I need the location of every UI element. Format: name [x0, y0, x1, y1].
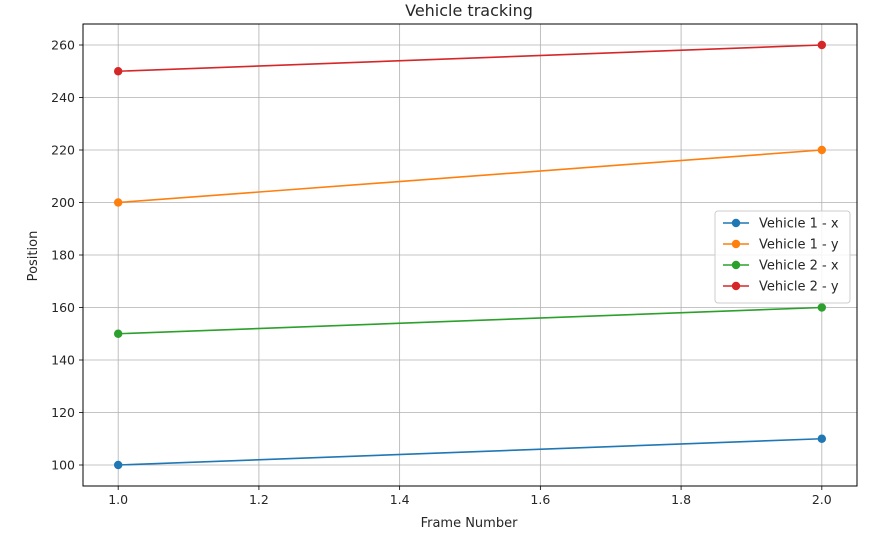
- data-point: [113, 460, 123, 470]
- y-tick-label: 120: [51, 405, 75, 420]
- legend-swatch-marker: [731, 218, 741, 228]
- x-tick-label: 2.0: [812, 492, 832, 507]
- series-line: [118, 306, 822, 335]
- series-line: [118, 149, 822, 204]
- y-tick-label: 200: [51, 195, 75, 210]
- x-tick-label: 1.4: [390, 492, 410, 507]
- legend-label: Vehicle 2 - x: [759, 259, 839, 274]
- y-tick-label: 140: [51, 353, 75, 368]
- plot-series: [113, 40, 827, 470]
- data-point: [113, 329, 123, 338]
- y-tick-label: 180: [51, 248, 75, 263]
- x-axis-title: Frame Number: [421, 516, 519, 531]
- y-axis-ticks: 100 120 140 160 180 200 220 240 260: [51, 38, 83, 473]
- legend-label: Vehicle 2 - y: [759, 280, 839, 295]
- legend-swatch-marker: [731, 281, 741, 291]
- y-tick-label: 100: [51, 458, 75, 473]
- legend-label: Vehicle 1 - y: [759, 238, 839, 253]
- data-point: [113, 198, 123, 207]
- legend-label: Vehicle 1 - x: [759, 217, 839, 232]
- legend-swatch-marker: [731, 260, 741, 270]
- legend: Vehicle 1 - x Vehicle 1 - y Vehicle 2 - x V…: [714, 210, 851, 304]
- data-point: [817, 434, 827, 443]
- data-point: [817, 145, 827, 155]
- series-line: [118, 44, 822, 73]
- x-tick-label: 1.8: [671, 492, 691, 507]
- legend-box: [714, 210, 851, 304]
- x-tick-label: 1.6: [530, 492, 550, 507]
- y-tick-label: 220: [51, 143, 75, 158]
- data-point: [817, 303, 827, 312]
- y-tick-label: 160: [51, 300, 75, 315]
- y-tick-label: 240: [51, 90, 75, 105]
- y-tick-label: 260: [51, 38, 75, 53]
- series-line: [118, 437, 822, 466]
- x-tick-label: 1.0: [108, 492, 128, 507]
- x-tick-label: 1.2: [249, 492, 269, 507]
- data-point: [113, 67, 123, 76]
- data-point: [817, 40, 827, 50]
- chart-title: Vehicle tracking: [405, 1, 533, 20]
- y-axis-title: Position: [26, 231, 41, 282]
- legend-swatch-marker: [731, 239, 741, 249]
- x-axis-ticks: 1.0 1.2 1.4 1.6 1.8 2.0: [108, 486, 832, 507]
